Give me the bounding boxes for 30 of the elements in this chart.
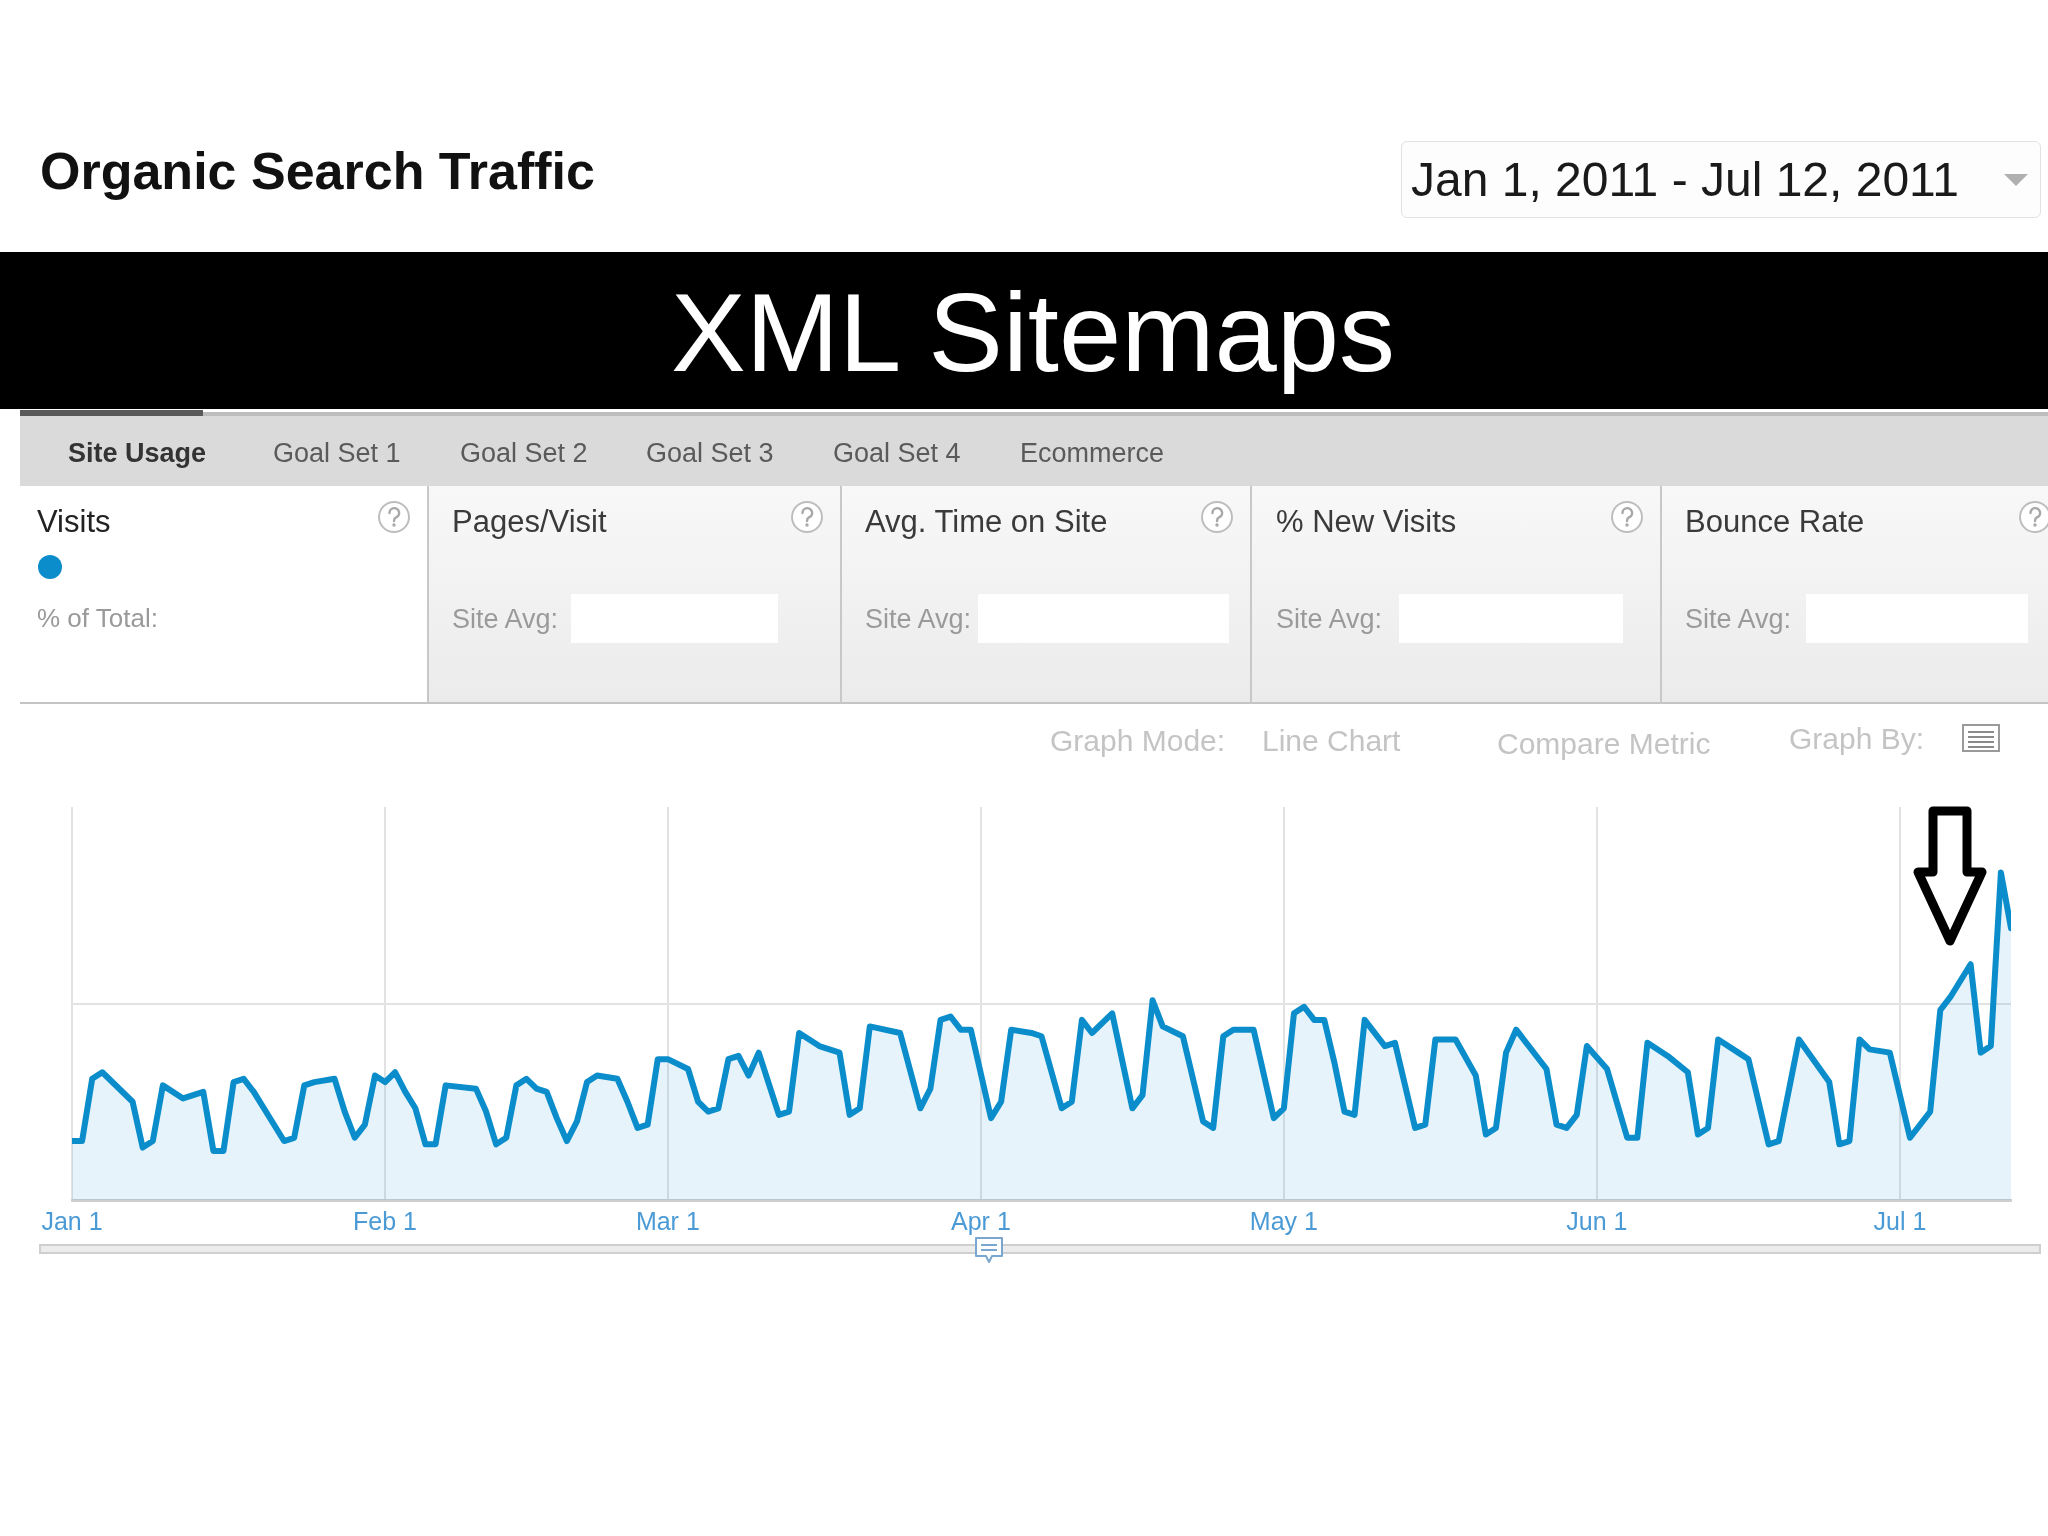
text: Site Avg: [865, 602, 972, 636]
x-tick-label: Apr 1 [951, 1206, 1011, 1235]
x-tick-label: Jan 1 [41, 1206, 103, 1235]
text: Visits [37, 503, 111, 541]
text: Ecommerce [1020, 436, 1165, 470]
x-tick-label: Jul 1 [1873, 1206, 1927, 1235]
text: Avg. Time on Site [865, 503, 1108, 541]
text: % New Visits [1276, 503, 1457, 541]
text: Site Usage [68, 436, 207, 470]
text: Graph By: [1789, 721, 1925, 757]
text: % of Total: [37, 603, 158, 635]
x-tick-label: May 1 [1249, 1206, 1318, 1235]
text: Goal Set 1 [273, 436, 401, 470]
chart-title: XML Sitemaps [669, 269, 1397, 397]
text: Jan 1, 2011 - Jul 12, 2011 [1411, 152, 1959, 209]
x-tick-label: Jun 1 [1566, 1206, 1628, 1235]
text: Compare Metric [1497, 726, 1711, 762]
x-tick-label: Mar 1 [635, 1206, 700, 1235]
text: Site Avg: [452, 602, 559, 636]
text: Goal Set 2 [460, 436, 588, 470]
text: Graph Mode: [1050, 723, 1226, 759]
text: Site Avg: [1685, 602, 1792, 636]
chart-subtitle: Organic Search Traffic [40, 140, 595, 202]
text: Line Chart [1262, 723, 1401, 759]
text: Goal Set 4 [833, 436, 961, 470]
text: Bounce Rate [1685, 503, 1865, 541]
text: Site Avg: [1276, 602, 1383, 636]
x-tick-label: Feb 1 [353, 1206, 418, 1235]
text: Goal Set 3 [646, 436, 774, 470]
text: Pages/Visit [452, 503, 607, 541]
